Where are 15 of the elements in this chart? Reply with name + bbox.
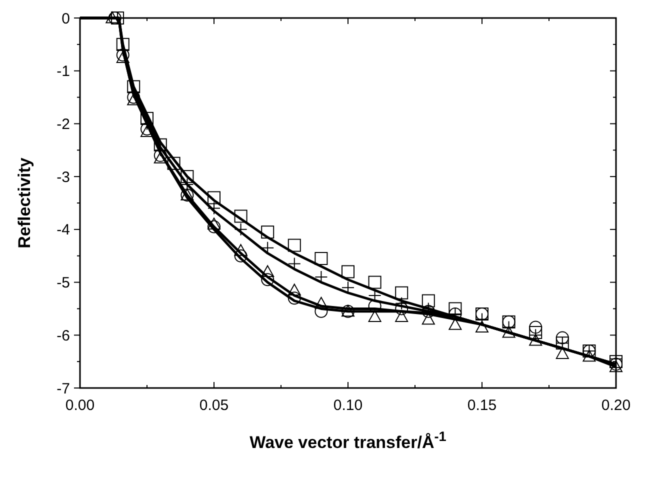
x-tick-label: 0.00 — [65, 397, 95, 414]
x-tick-label: 0.05 — [199, 397, 229, 414]
y-tick-label: -1 — [56, 63, 70, 80]
y-tick-label: -2 — [56, 116, 70, 133]
y-tick-label: -3 — [56, 168, 70, 186]
y-axis-title: Reflectivity — [15, 157, 34, 248]
x-tick-label: 0.10 — [333, 397, 363, 414]
x-tick-label: 0.20 — [601, 397, 631, 414]
x-axis-title: Wave vector transfer/Å$^{-1}$ — [250, 428, 447, 452]
x-tick-label: 0.15 — [467, 397, 497, 414]
y-tick-label: -6 — [56, 327, 70, 344]
y-tick-label: -4 — [56, 222, 70, 239]
y-tick-label: -7 — [56, 380, 70, 398]
y-tick-label: 0 — [62, 10, 70, 28]
y-tick-label: -5 — [56, 274, 70, 292]
